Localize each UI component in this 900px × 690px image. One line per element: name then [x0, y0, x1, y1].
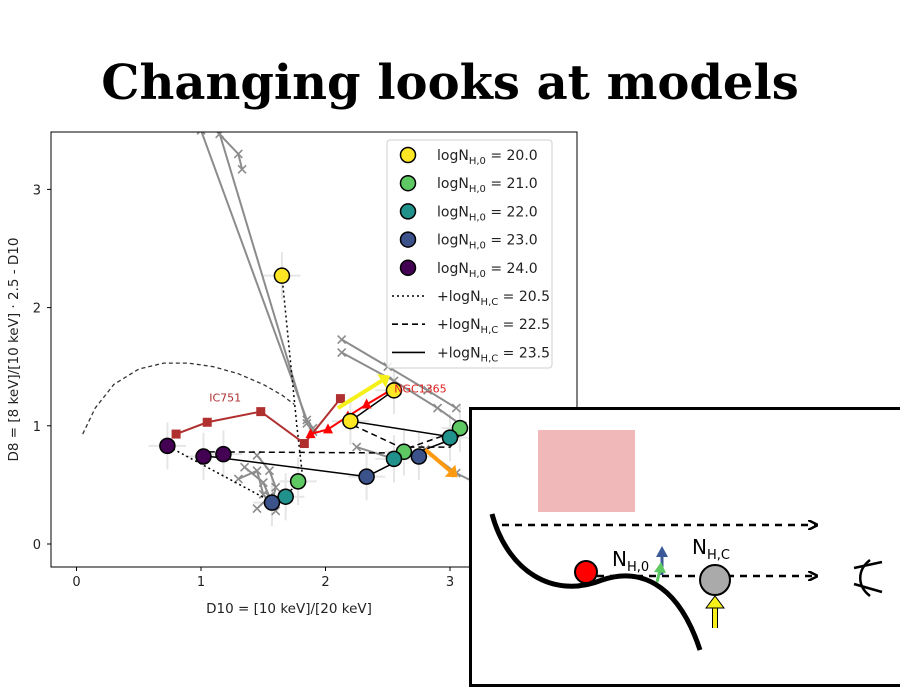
grey-track-marker — [337, 334, 347, 345]
y-axis-label: D8 = [8 keV]/[10 keV] · 2.5 - D10 — [6, 238, 22, 462]
model-point — [385, 450, 403, 468]
shift-arrowhead — [377, 374, 391, 388]
legend-label: +logNH,C = 23.5 — [437, 345, 550, 364]
source-marker — [299, 439, 309, 449]
legend-label: logNH,0 = 22.0 — [437, 204, 538, 223]
x-axis-label: D10 = [10 keV]/[20 keV] — [206, 601, 372, 617]
grey-track-marker — [352, 442, 362, 452]
source-marker — [335, 394, 345, 404]
legend-label: logNH,0 = 23.0 — [437, 233, 538, 252]
grey-track-marker — [423, 385, 433, 395]
absorber-box — [538, 430, 635, 512]
model-point — [289, 473, 307, 490]
source-label-ngc1365: NGC1365 — [394, 382, 446, 395]
grey-track-marker — [451, 403, 461, 413]
model-point — [342, 412, 359, 430]
grey-track-marker — [271, 482, 281, 492]
grey-track-marker — [337, 347, 347, 358]
y-tick-label: 1 — [33, 420, 41, 435]
source-marker — [202, 417, 212, 427]
grey-track-marker — [240, 462, 250, 472]
y-tick-label: 2 — [33, 302, 41, 317]
y-tick-label: 0 — [33, 538, 41, 553]
model-point — [451, 419, 469, 437]
model-point — [277, 488, 294, 505]
legend-label: logNH,0 = 24.0 — [437, 261, 538, 280]
source-marker — [171, 429, 181, 439]
source-marker — [305, 428, 316, 439]
legend-box — [386, 139, 553, 369]
legend-label: +logNH,C = 22.5 — [437, 317, 550, 336]
grey-track-marker — [233, 149, 243, 159]
series-line-solid — [200, 389, 460, 478]
legend-label: +logNH,C = 20.5 — [437, 289, 550, 308]
legend-marker — [399, 231, 417, 248]
grey-track-marker — [264, 466, 275, 476]
geometry-inset-diagram: NH,0 NH,C — [469, 407, 900, 687]
n-h0-label: NH,0 — [612, 547, 649, 575]
legend-label: logNH,0 = 21.0 — [437, 176, 538, 195]
legend-marker — [399, 203, 417, 220]
model-point — [358, 468, 375, 485]
cloud-circle — [699, 564, 731, 596]
grey-track-marker — [233, 474, 243, 484]
shift-arrow — [336, 379, 383, 410]
legend-marker — [399, 259, 417, 277]
model-point — [215, 445, 232, 463]
model-point — [385, 382, 403, 399]
legend-label: logNH,0 = 20.0 — [437, 148, 538, 167]
x-tick-label: 2 — [321, 575, 329, 590]
model-point — [263, 494, 281, 511]
observer-eye-icon — [853, 559, 883, 597]
shift-arrow — [423, 447, 452, 473]
plot-frame — [50, 131, 578, 568]
scatter-chart: IC751 NGC1365 0 1 2 3 0 1 2 3 D10 = [10 keV]/[20 k… — [6, 131, 578, 617]
x-tick-label: 3 — [446, 575, 454, 590]
source-marker — [361, 398, 372, 409]
model-point — [441, 429, 459, 446]
central-source-dot — [574, 560, 598, 584]
grey-track-marker — [196, 132, 206, 135]
torus-profile-curve — [489, 513, 703, 651]
n-hc-label: NH,C — [692, 535, 730, 563]
grey-track-marker — [432, 403, 443, 413]
yellow-arrow-icon — [705, 595, 725, 628]
source-marker — [322, 423, 333, 434]
model-point — [273, 267, 291, 284]
shift-arrowhead — [444, 464, 458, 478]
x-tick-label: 0 — [72, 575, 80, 590]
grey-track-marker — [252, 503, 262, 514]
grey-track-marker — [302, 418, 312, 429]
plot-content — [82, 132, 480, 527]
grey-track-line — [341, 351, 464, 427]
grey-track-line — [341, 338, 457, 409]
model-point — [195, 448, 212, 465]
slide-title: Changing looks at models — [101, 55, 799, 111]
model-point — [410, 448, 428, 465]
grey-track-marker — [209, 132, 218, 133]
y-tick-label: 3 — [33, 183, 41, 198]
model-point — [159, 437, 176, 455]
source-label-ic751: IC751 — [209, 392, 241, 405]
grey-track-marker — [252, 466, 262, 476]
source-marker — [256, 407, 266, 417]
x-tick-label: 1 — [197, 575, 205, 590]
grey-track-marker — [237, 164, 247, 174]
legend-marker — [399, 146, 417, 164]
legend-marker — [399, 174, 417, 192]
green-arrow-icon — [654, 562, 666, 583]
